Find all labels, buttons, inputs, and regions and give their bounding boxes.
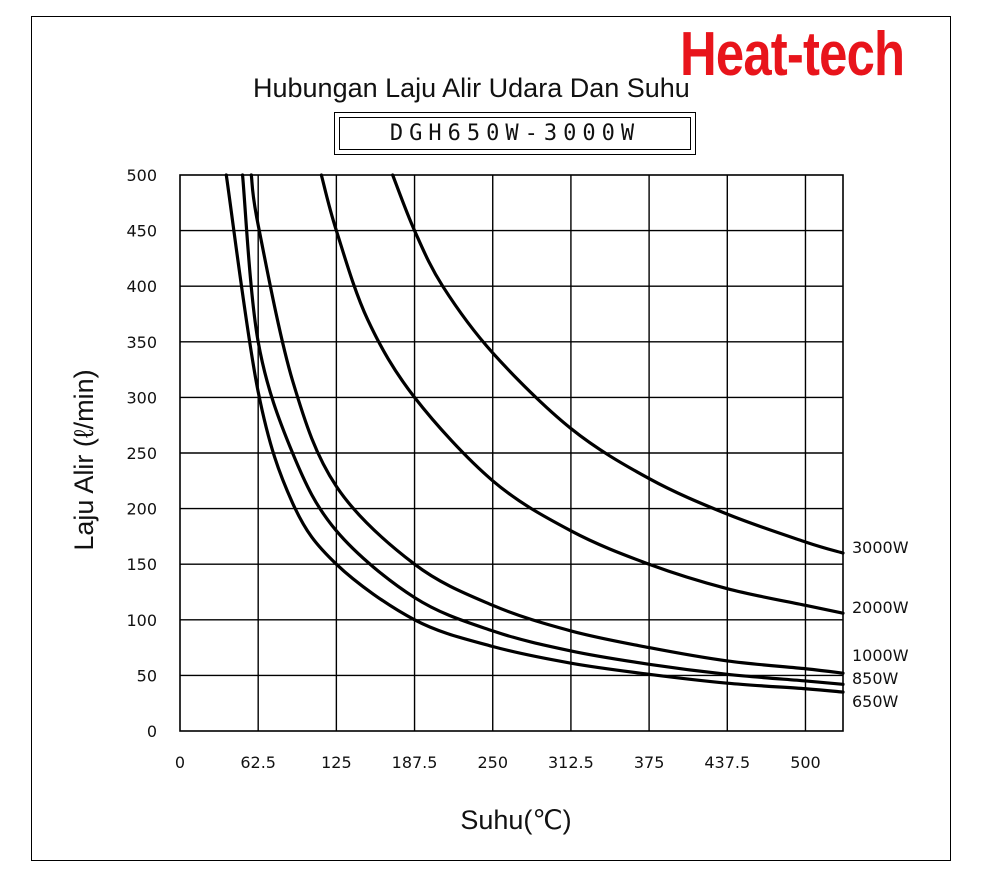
y-tick-label: 0	[147, 722, 157, 741]
series-line-650w	[224, 173, 845, 694]
y-tick-label: 250	[126, 444, 157, 463]
series-line-850w	[240, 173, 845, 686]
y-tick-label: 350	[126, 333, 157, 352]
x-tick-label: 500	[790, 753, 821, 772]
x-tick-label: 250	[477, 753, 508, 772]
y-tick-label: 100	[126, 611, 157, 630]
x-axis-ticks: 0 62.5 125 187.5 250 312.5 375 437.5 500	[175, 753, 821, 772]
series-line-2000w	[319, 173, 845, 615]
x-tick-label: 125	[321, 753, 352, 772]
y-tick-label: 500	[126, 166, 157, 185]
series-line-1000w	[249, 173, 845, 675]
series-label-650w: 650W	[852, 692, 899, 711]
y-axis-ticks: 0 50 100 150 200 250 300 350 400 450 500	[126, 166, 157, 741]
y-tick-label: 400	[126, 277, 157, 296]
x-tick-label: 0	[175, 753, 185, 772]
brand-logo: Heat-tech	[680, 20, 905, 89]
series-line-3000w	[391, 173, 845, 555]
model-label: DGH650W-3000W	[389, 121, 641, 146]
y-tick-label: 300	[126, 388, 157, 407]
chart-title: Hubungan Laju Alir Udara Dan Suhu	[253, 73, 690, 103]
x-tick-label: 62.5	[240, 753, 276, 772]
y-tick-label: 50	[137, 666, 157, 685]
series-label-1000w: 1000W	[852, 646, 909, 665]
x-tick-label: 375	[634, 753, 665, 772]
x-tick-label: 187.5	[392, 753, 438, 772]
x-tick-label: 437.5	[704, 753, 750, 772]
x-axis-label: Suhu(℃)	[460, 805, 571, 835]
model-box-inner: DGH650W-3000W	[339, 117, 691, 150]
y-tick-label: 200	[126, 500, 157, 519]
y-tick-label: 150	[126, 555, 157, 574]
x-tick-label: 312.5	[548, 753, 594, 772]
grid	[179, 174, 844, 732]
y-axis-label: Laju Alir (ℓ/min)	[69, 369, 99, 550]
series-label-3000w: 3000W	[852, 538, 909, 557]
y-tick-label: 450	[126, 222, 157, 241]
series-label-850w: 850W	[852, 669, 899, 688]
series-labels: 3000W 2000W 1000W 850W 650W	[852, 538, 909, 711]
series-label-2000w: 2000W	[852, 598, 909, 617]
model-box: DGH650W-3000W	[334, 112, 696, 155]
series-lines	[224, 173, 845, 694]
chart-frame	[31, 16, 951, 861]
